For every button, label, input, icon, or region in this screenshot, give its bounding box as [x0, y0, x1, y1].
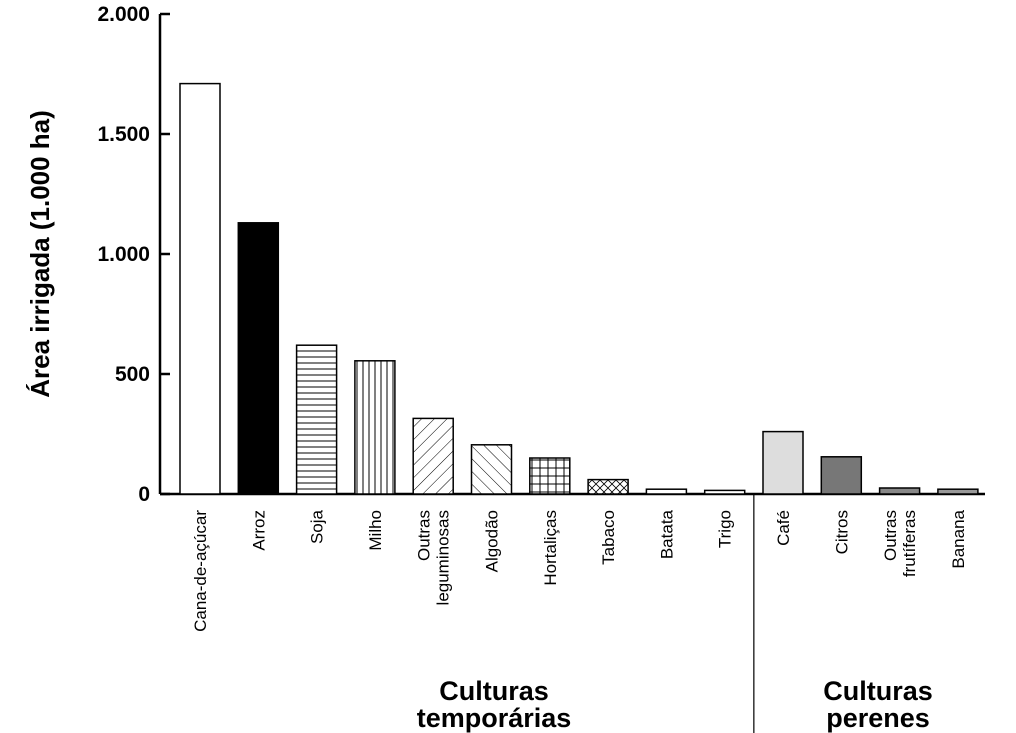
y-tick-label: 0: [138, 483, 150, 506]
bar-soja: [295, 344, 338, 495]
x-tick-label: Banana: [949, 509, 968, 568]
axes: 0 500 1.000 1.500 2.000 Área irrigada (1.000 …: [25, 3, 985, 733]
x-tick-label: Outrasleguminosas: [415, 510, 453, 605]
y-tick-label: 2.000: [97, 3, 150, 26]
x-tick-label: Algodão: [483, 510, 502, 572]
bar-tabaco: [587, 478, 629, 495]
bar-cana-de-açúcar: [179, 82, 221, 495]
bar-batata: [645, 488, 688, 495]
bar-café: [762, 430, 804, 495]
bar-arroz: [237, 222, 280, 495]
group-labels: Culturas temporárias Culturas perenes: [417, 676, 933, 733]
bar-outras-leguminosas: [412, 417, 454, 495]
x-tick-label: Trigo: [716, 510, 735, 548]
bar-citros: [820, 456, 863, 495]
x-tick-label: Arroz: [249, 510, 268, 551]
bar-trigo: [703, 489, 746, 495]
x-tick-label: Milho: [366, 510, 385, 551]
x-tick-label: Tabaco: [599, 510, 618, 565]
group-label: Culturas temporárias: [417, 676, 572, 733]
bars: [179, 82, 979, 495]
bar-algodão: [470, 444, 513, 495]
y-axis-label: Área irrigada (1.000 ha): [25, 110, 55, 398]
x-tick-label: Hortaliças: [541, 510, 560, 586]
bar-milho: [354, 360, 396, 495]
x-tick-label: Outrasfrutíferas: [881, 510, 919, 577]
group-label: Culturas perenes: [823, 676, 933, 733]
bar-hortaliças: [529, 457, 571, 495]
y-tick-label: 1.500: [97, 123, 150, 146]
y-tick-label: 500: [115, 363, 150, 386]
bar-outras-frutíferas: [878, 487, 921, 495]
x-tick-label: Citros: [832, 510, 851, 554]
bar-banana: [937, 488, 979, 495]
x-tick-label: Batata: [657, 509, 676, 559]
y-tick-label: 1.000: [97, 243, 150, 266]
x-tick-label: Soja: [308, 509, 327, 544]
x-tick-label: Cana-de-açúcar: [191, 510, 210, 632]
x-tick-label: Café: [774, 510, 793, 546]
category-labels: Cana-de-açúcar Arroz Soja Milho Outraslegumi…: [191, 509, 968, 631]
